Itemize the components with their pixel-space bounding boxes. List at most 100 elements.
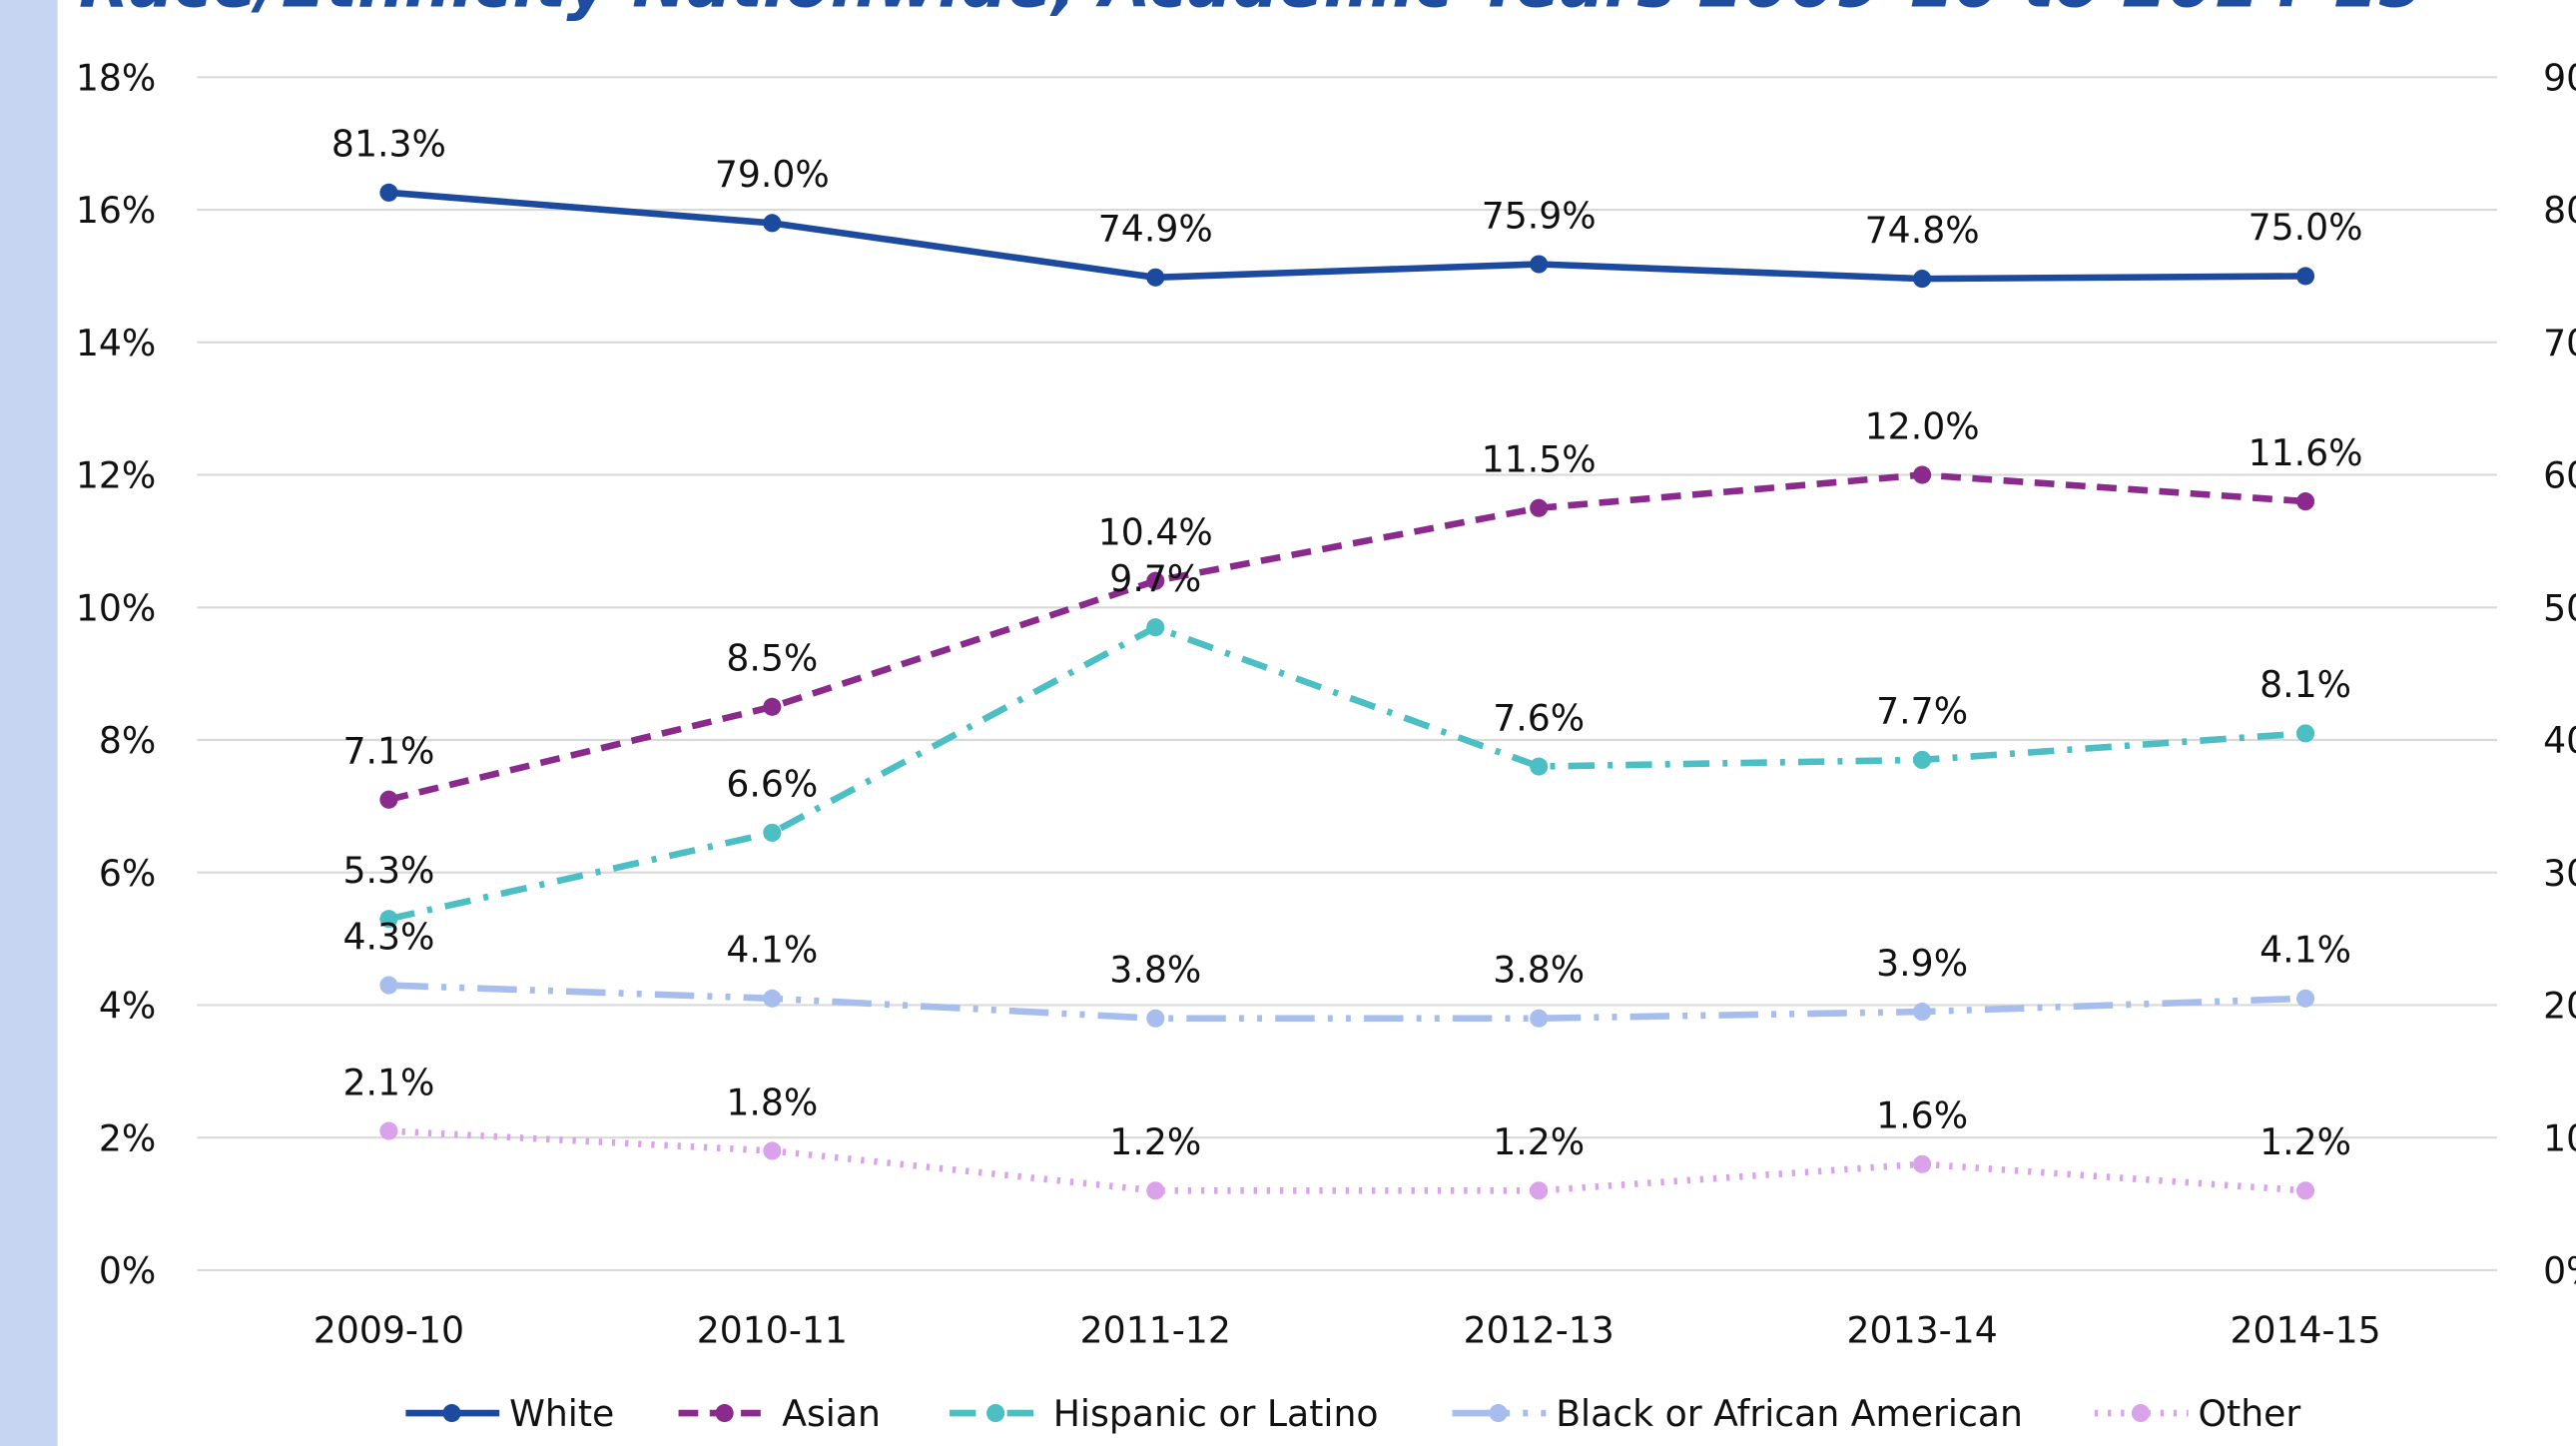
data-point <box>2296 724 2315 743</box>
series-line <box>388 189 2306 283</box>
data-point <box>1913 1003 1932 1022</box>
data-label: 4.1% <box>726 929 818 972</box>
y2-tick-label: 60% <box>2543 454 2576 497</box>
data-point <box>2296 989 2315 1008</box>
data-label: 8.1% <box>2259 663 2351 706</box>
x-tick-label: 2014-15 <box>2230 1308 2380 1351</box>
legend-marker <box>1489 1404 1508 1423</box>
data-label: 7.7% <box>1876 690 1968 733</box>
data-point <box>1146 268 1165 287</box>
y2-tick-label: 0% <box>2543 1249 2576 1292</box>
series-line <box>388 1127 2306 1194</box>
legend-marker <box>986 1404 1005 1423</box>
side-strip <box>0 0 58 1446</box>
data-label: 74.9% <box>1098 208 1213 251</box>
data-label: 3.8% <box>1109 949 1201 992</box>
data-label: 1.2% <box>1109 1120 1201 1163</box>
y-tick-label: 16% <box>76 189 156 232</box>
x-tick-label: 2009-10 <box>314 1308 464 1351</box>
series-line <box>387 471 2306 803</box>
data-label: 4.3% <box>342 915 434 958</box>
data-point <box>763 823 782 842</box>
data-point <box>1530 498 1549 517</box>
data-point <box>2296 1181 2315 1200</box>
data-point <box>379 790 398 809</box>
data-point <box>379 910 398 929</box>
data-point <box>763 214 782 233</box>
data-label: 12.0% <box>1865 404 1980 447</box>
data-point <box>763 697 782 716</box>
data-label: 5.3% <box>342 849 434 892</box>
legend-marker <box>715 1404 734 1423</box>
data-point <box>1146 1181 1165 1200</box>
data-point <box>1530 1009 1549 1028</box>
data-label: 2.1% <box>342 1061 434 1103</box>
y-tick-label: 6% <box>99 852 156 895</box>
data-point <box>379 1121 398 1140</box>
y-tick-label: 12% <box>76 454 156 497</box>
data-point <box>763 1141 782 1160</box>
y2-tick-label: 70% <box>2543 322 2576 364</box>
data-point <box>2296 492 2315 511</box>
data-point <box>1146 618 1165 637</box>
data-point <box>1530 757 1549 776</box>
data-label: 1.2% <box>1493 1120 1585 1163</box>
data-label: 3.8% <box>1493 949 1585 992</box>
chart-title: Race/Ethnicity Nationwide, Academic Year… <box>79 0 2424 23</box>
data-point <box>379 183 398 202</box>
y2-tick-label: 80% <box>2543 189 2576 232</box>
y-tick-label: 14% <box>76 322 156 364</box>
y-tick-label: 2% <box>99 1116 156 1159</box>
legend-label: White <box>509 1392 614 1435</box>
data-point <box>1530 1181 1549 1200</box>
legend-label: Other <box>2199 1392 2301 1435</box>
x-tick-label: 2010-11 <box>697 1308 848 1351</box>
data-label: 1.8% <box>726 1081 818 1123</box>
data-point <box>379 976 398 995</box>
data-point <box>1913 270 1932 289</box>
legend-label: Hispanic or Latino <box>1053 1392 1379 1435</box>
data-point <box>1913 750 1932 769</box>
legend-marker <box>2131 1404 2151 1423</box>
data-label: 8.5% <box>726 637 818 680</box>
data-point <box>1913 465 1932 484</box>
data-label: 1.2% <box>2259 1120 2351 1163</box>
series-line <box>388 982 2306 1023</box>
data-label: 4.1% <box>2259 929 2351 972</box>
data-label: 7.1% <box>342 730 434 773</box>
y-tick-label: 8% <box>99 719 156 762</box>
data-label: 1.6% <box>1876 1094 1968 1137</box>
data-point <box>1146 1009 1165 1028</box>
x-tick-label: 2011-12 <box>1080 1308 1231 1351</box>
data-label: 10.4% <box>1098 511 1213 554</box>
data-label: 79.0% <box>715 153 830 196</box>
y-tick-label: 4% <box>99 985 156 1028</box>
data-label: 74.8% <box>1865 209 1980 252</box>
data-label: 9.7% <box>1109 557 1201 600</box>
x-tick-label: 2012-13 <box>1464 1308 1614 1351</box>
x-tick-label: 2013-14 <box>1847 1308 1998 1351</box>
data-point <box>763 989 782 1008</box>
data-point <box>2296 267 2315 286</box>
y-tick-label: 18% <box>76 57 156 100</box>
data-label: 75.9% <box>1482 194 1597 237</box>
series-line <box>387 623 2306 923</box>
data-label: 11.6% <box>2249 431 2363 474</box>
data-label: 75.0% <box>2249 206 2363 249</box>
y2-tick-label: 20% <box>2543 985 2576 1028</box>
y-tick-label: 0% <box>99 1249 156 1292</box>
data-label: 3.9% <box>1876 942 1968 985</box>
legend-label: Black or African American <box>1556 1392 2023 1435</box>
y2-tick-label: 10% <box>2543 1116 2576 1159</box>
y2-tick-label: 50% <box>2543 586 2576 629</box>
data-point <box>1913 1154 1932 1173</box>
data-label: 81.3% <box>331 123 446 166</box>
y2-tick-label: 40% <box>2543 719 2576 762</box>
data-point <box>1530 255 1549 274</box>
y-tick-label: 10% <box>76 586 156 629</box>
y2-tick-label: 30% <box>2543 852 2576 895</box>
data-label: 11.5% <box>1482 438 1597 481</box>
legend-label: Asian <box>782 1392 881 1435</box>
data-point <box>1146 571 1165 590</box>
